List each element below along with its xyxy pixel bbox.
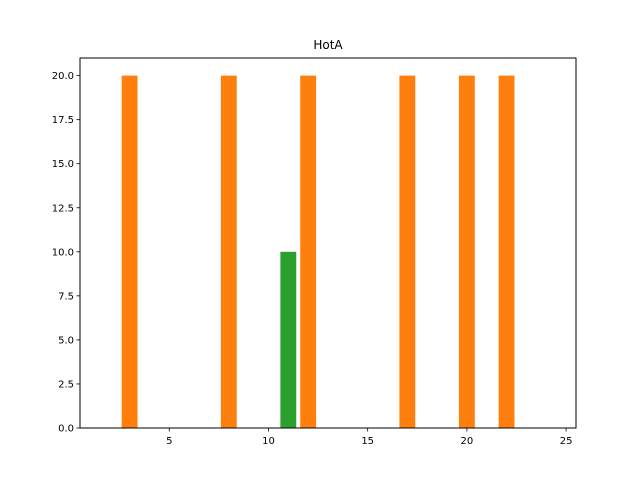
bars-group bbox=[121, 75, 515, 429]
y-tick-label: 17.5 bbox=[52, 115, 74, 126]
y-tick-label: 7.5 bbox=[58, 291, 74, 302]
chart-title: HotA bbox=[313, 38, 343, 52]
bar-series-1-x-20 bbox=[458, 75, 475, 429]
y-tick-label: 10.0 bbox=[52, 247, 74, 258]
bar-series-1-x-3 bbox=[121, 75, 138, 429]
x-tick-label: 5 bbox=[166, 436, 172, 447]
x-tick-label: 25 bbox=[560, 436, 573, 447]
x-tick-label: 20 bbox=[461, 436, 474, 447]
plot-area-frame bbox=[79, 57, 577, 429]
bar-series-1-x-12 bbox=[300, 75, 317, 429]
y-tick-label: 5.0 bbox=[58, 335, 74, 346]
bar-series-1-x-17 bbox=[399, 75, 416, 429]
x-tick-label: 10 bbox=[262, 436, 275, 447]
y-tick-label: 0.0 bbox=[58, 424, 74, 435]
y-tick-label: 2.5 bbox=[58, 379, 74, 390]
y-axis-ticks: 0.0 2.5 5.0 7.5 10.0 12.5 15.0 17.5 20.0 bbox=[52, 71, 80, 435]
x-axis-ticks: 5 10 15 20 25 bbox=[166, 428, 572, 447]
y-tick-label: 15.0 bbox=[52, 159, 74, 170]
bar-series-1-x-8 bbox=[220, 75, 237, 429]
y-tick-label: 20.0 bbox=[52, 71, 74, 82]
bar-series-1-x-22 bbox=[498, 75, 515, 429]
y-tick-label: 12.5 bbox=[52, 203, 74, 214]
x-tick-label: 15 bbox=[361, 436, 374, 447]
bar-series-2-x-11 bbox=[280, 251, 297, 428]
